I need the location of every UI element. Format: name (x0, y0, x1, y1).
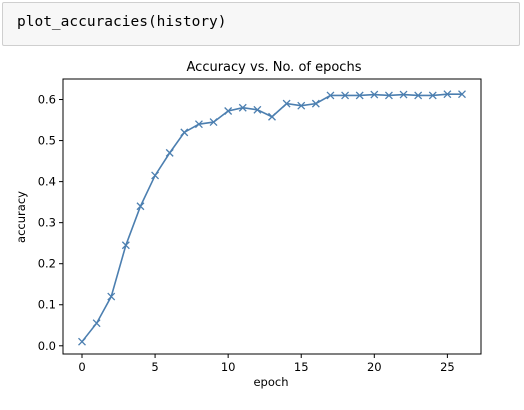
data-point-marker (253, 105, 262, 114)
data-point-marker (458, 90, 466, 99)
marker-stroke (355, 91, 364, 100)
marker-stroke (370, 90, 379, 99)
accuracy-chart: Accuracy vs. No. of epochs 0 5 10 15 20 25 0.… (14, 60, 482, 389)
data-point-marker (107, 292, 116, 301)
data-point-marker (268, 112, 276, 121)
marker-stroke (136, 202, 145, 211)
marker-stroke (165, 148, 174, 157)
data-point-marker (384, 91, 393, 100)
marker-stroke (92, 319, 101, 328)
data-point-marker (355, 91, 364, 100)
marker-stroke (326, 91, 335, 100)
plot-area (62, 78, 482, 355)
data-point-marker (165, 148, 174, 157)
data-point-marker (428, 91, 437, 100)
marker-stroke (297, 101, 306, 110)
data-point-marker (399, 90, 408, 99)
data-point-marker (136, 202, 145, 211)
marker-stroke (458, 90, 466, 99)
data-point-marker (121, 241, 130, 250)
marker-stroke (121, 241, 130, 250)
data-point-marker (92, 319, 101, 328)
data-point-marker (151, 171, 160, 180)
marker-stroke (253, 105, 262, 114)
marker-stroke (107, 292, 116, 301)
y-axis-label: accuracy (14, 191, 28, 243)
marker-stroke (384, 91, 393, 100)
marker-stroke (414, 91, 423, 100)
data-point-marker (180, 128, 189, 137)
marker-stroke (399, 90, 408, 99)
marker-stroke (194, 120, 203, 129)
marker-stroke (428, 91, 437, 100)
data-point-marker (341, 91, 350, 100)
marker-stroke (268, 112, 276, 121)
marker-stroke (209, 118, 218, 127)
x-axis-ticks: 0 5 10 15 20 25 (78, 354, 455, 374)
x-tick-label: 25 (440, 360, 455, 374)
code-cell-input[interactable]: plot_accuracies(history) (17, 14, 227, 30)
data-point-marker (370, 90, 379, 99)
code-cell[interactable]: plot_accuracies(history) (2, 2, 520, 46)
y-tick-label: 0.1 (38, 298, 56, 312)
data-point-marker (224, 107, 233, 115)
y-axis-ticks: 0.0 0.1 0.2 0.3 0.4 0.5 0.6 (38, 93, 63, 353)
data-point-marker (238, 103, 247, 112)
marker-stroke (311, 99, 320, 108)
marker-stroke (224, 107, 233, 115)
y-tick-label: 0.3 (38, 216, 56, 230)
x-tick-label: 10 (221, 360, 236, 374)
data-point-marker (78, 337, 86, 346)
marker-stroke (282, 99, 291, 108)
data-point-marker (282, 99, 291, 108)
y-tick-label: 0.4 (38, 175, 56, 189)
marker-stroke (443, 90, 452, 99)
cell-output: Accuracy vs. No. of epochs 0 5 10 15 20 25 0.… (0, 52, 524, 406)
data-point-marker (443, 90, 452, 99)
x-tick-label: 0 (78, 360, 85, 374)
chart-title: Accuracy vs. No. of epochs (187, 60, 362, 75)
data-point-marker (414, 91, 423, 100)
marker-stroke (341, 91, 350, 100)
y-tick-label: 0.6 (38, 93, 56, 107)
x-tick-label: 5 (151, 360, 158, 374)
data-point-marker (311, 99, 320, 108)
marker-stroke (151, 171, 160, 180)
marker-stroke (78, 337, 86, 346)
accuracy-series (78, 90, 466, 346)
y-tick-label: 0.2 (38, 257, 56, 271)
marker-stroke (238, 103, 247, 112)
data-point-marker (297, 101, 306, 110)
x-tick-label: 15 (294, 360, 309, 374)
data-point-marker (326, 91, 335, 100)
x-axis-label: epoch (253, 375, 288, 389)
data-point-marker (194, 120, 203, 129)
y-tick-label: 0.5 (38, 134, 56, 148)
marker-stroke (180, 128, 189, 137)
y-tick-label: 0.0 (38, 339, 56, 353)
data-point-marker (209, 118, 218, 127)
x-tick-label: 20 (367, 360, 382, 374)
